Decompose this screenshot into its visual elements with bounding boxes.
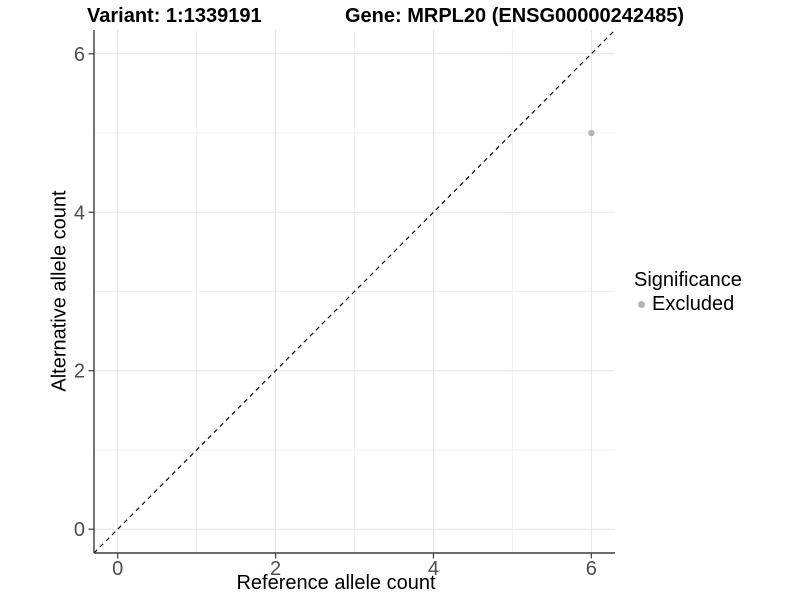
legend-key-dot xyxy=(638,300,645,308)
y-axis-title: Alternative allele count xyxy=(48,190,71,392)
x-tick-label: 4 xyxy=(428,558,439,580)
y-tick-label: 4 xyxy=(74,202,85,224)
x-tick-label: 0 xyxy=(112,558,123,580)
plot-title-gene: Gene: MRPL20 (ENSG00000242485) xyxy=(345,5,685,27)
data-point xyxy=(588,129,595,137)
x-tick-label: 6 xyxy=(586,558,597,580)
x-axis-title: Reference allele count xyxy=(236,572,436,594)
legend: Significance Excluded xyxy=(634,269,742,316)
y-tick-label: 2 xyxy=(74,361,85,383)
plot-title-variant: Variant: 1:1339191 xyxy=(87,5,262,27)
identity-dashed-line xyxy=(93,29,616,554)
y-tick-label: 6 xyxy=(74,44,85,66)
legend-item-excluded: Excluded xyxy=(634,292,742,316)
legend-item-label: Excluded xyxy=(652,292,735,315)
x-tick-label: 2 xyxy=(270,558,281,580)
legend-title: Significance xyxy=(634,269,742,291)
y-tick-label: 0 xyxy=(74,519,85,541)
